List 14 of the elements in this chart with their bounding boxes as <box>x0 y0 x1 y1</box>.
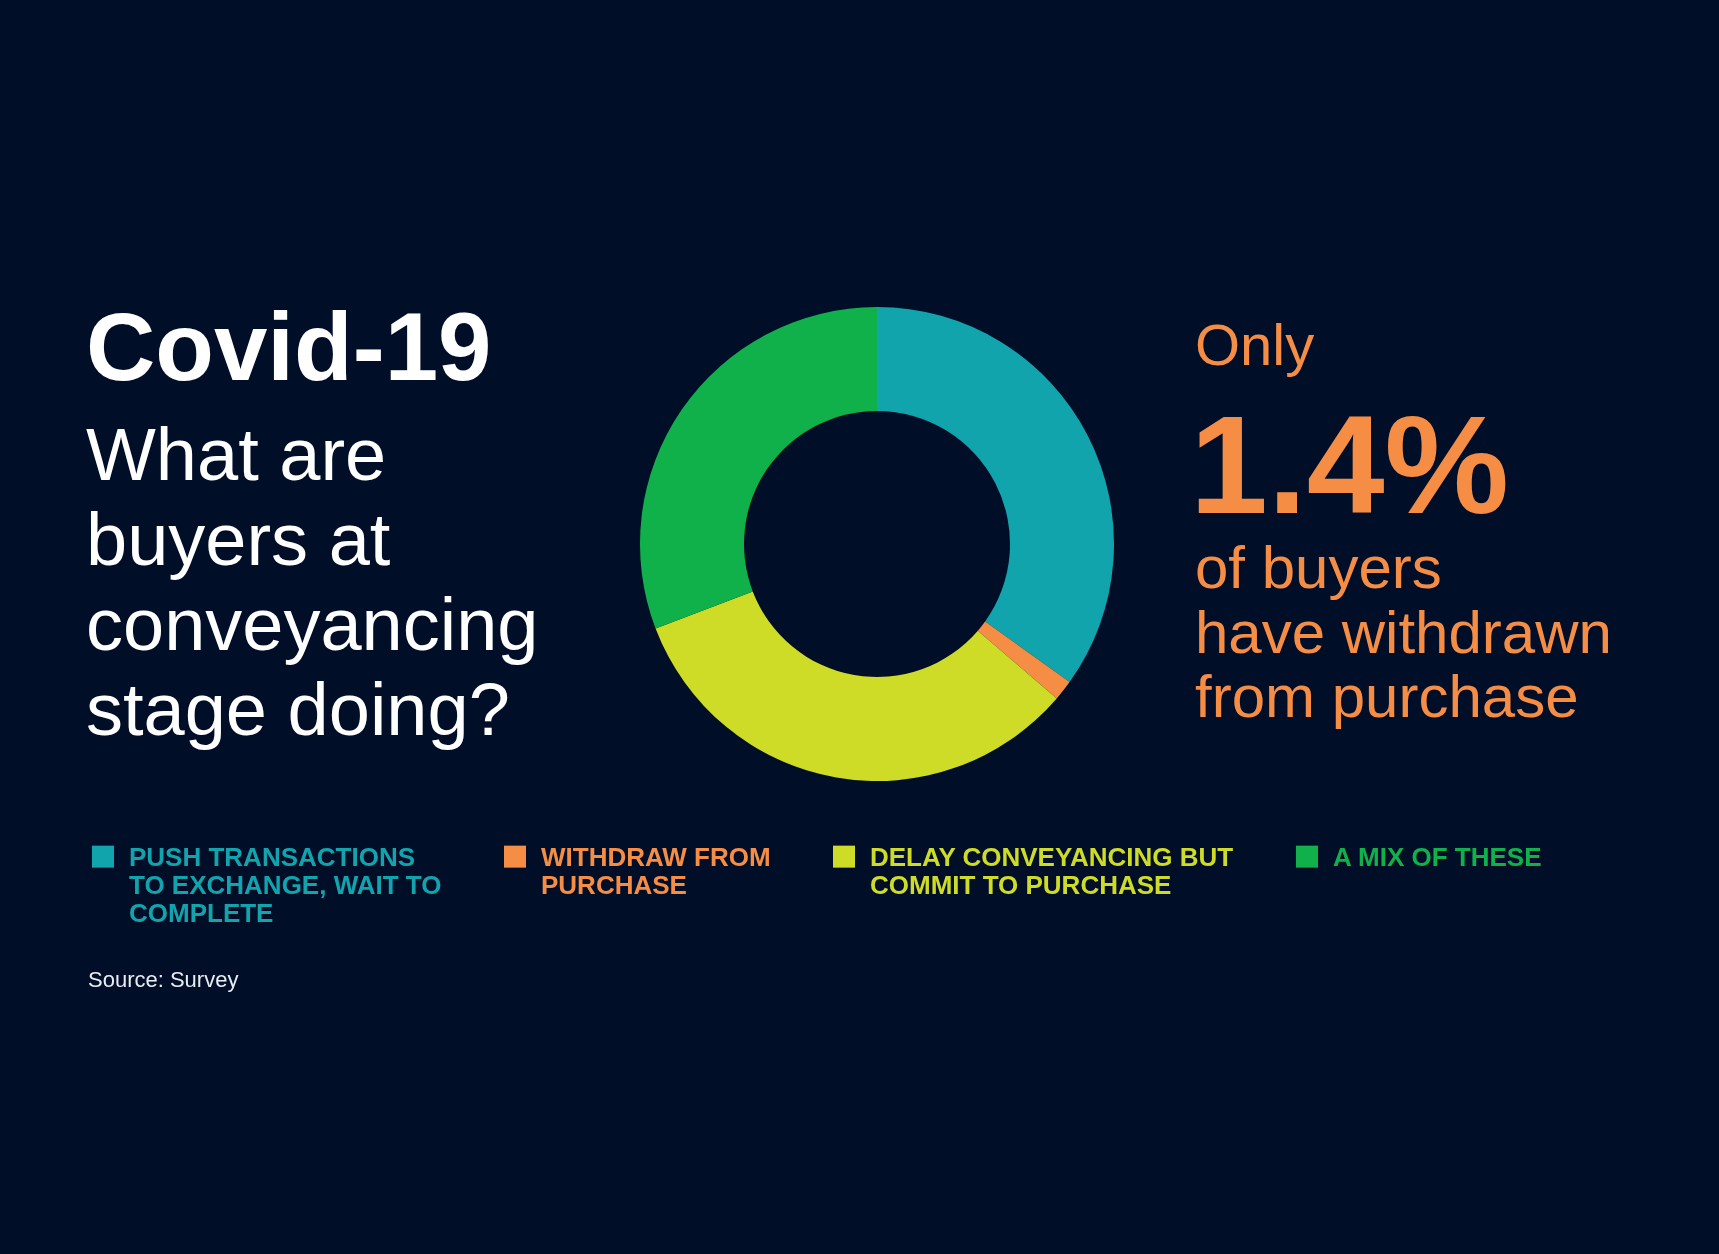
legend-label: DELAY CONVEYANCING BUT COMMIT TO PURCHASE <box>870 842 1234 900</box>
text: What are buyers at conveyancing stage doing? <box>86 413 539 751</box>
donut-slice <box>655 591 1057 781</box>
donut-slice <box>877 307 1114 683</box>
text: Only <box>1195 312 1315 377</box>
donut-slice <box>977 621 1070 699</box>
donut-slice <box>640 307 877 629</box>
legend-label: PUSH TRANSACTIONS TO EXCHANGE, WAIT TO COMPLETE <box>129 842 442 928</box>
chart-title: Covid-19 <box>86 293 492 400</box>
legend-label: A MIX OF THESE <box>1333 842 1542 872</box>
legend-label: WITHDRAW FROM PURCHASE <box>541 842 771 900</box>
source-note: Source: Survey <box>88 967 239 992</box>
text: have withdrawn <box>1195 599 1612 666</box>
text: from purchase <box>1195 663 1579 730</box>
